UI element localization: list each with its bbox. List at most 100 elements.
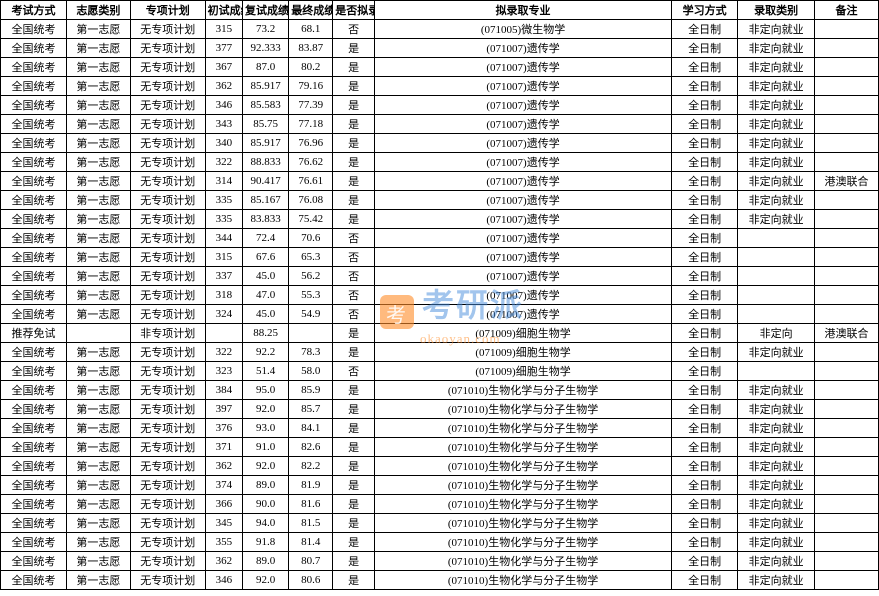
table-cell: 346 — [205, 571, 242, 590]
table-row: 推荐免试非专项计划88.25是(071009)细胞生物学全日制非定向港澳联合 — [1, 324, 879, 343]
table-cell: 全国统考 — [1, 305, 67, 324]
table-cell: 是 — [333, 419, 375, 438]
table-cell: 全日制 — [672, 514, 738, 533]
table-cell: 89.0 — [243, 552, 289, 571]
table-cell: 无专项计划 — [130, 362, 205, 381]
col-study-mode: 学习方式 — [672, 1, 738, 20]
table-cell: 是 — [333, 324, 375, 343]
table-cell: 是 — [333, 115, 375, 134]
table-cell: 无专项计划 — [130, 286, 205, 305]
table-cell: 全日制 — [672, 305, 738, 324]
table-cell: 82.2 — [289, 457, 333, 476]
table-cell: 第一志愿 — [67, 134, 131, 153]
table-cell: 无专项计划 — [130, 305, 205, 324]
table-cell: 全日制 — [672, 134, 738, 153]
table-cell: 是 — [333, 153, 375, 172]
table-cell: 第一志愿 — [67, 552, 131, 571]
table-cell: 80.2 — [289, 58, 333, 77]
table-cell: 全国统考 — [1, 77, 67, 96]
table-cell: 76.61 — [289, 172, 333, 191]
table-cell: 全国统考 — [1, 552, 67, 571]
table-cell: 全国统考 — [1, 343, 67, 362]
table-cell: 85.7 — [289, 400, 333, 419]
table-cell: 非定向就业 — [738, 39, 815, 58]
table-row: 全国统考第一志愿无专项计划32292.278.3是(071009)细胞生物学全日… — [1, 343, 879, 362]
table-cell: 是 — [333, 381, 375, 400]
table-cell: 无专项计划 — [130, 419, 205, 438]
table-cell: 314 — [205, 172, 242, 191]
table-cell: (071009)细胞生物学 — [375, 324, 672, 343]
table-cell: 全国统考 — [1, 96, 67, 115]
table-cell: 全国统考 — [1, 457, 67, 476]
table-cell: 83.87 — [289, 39, 333, 58]
col-retest-score: 复试成绩 — [243, 1, 289, 20]
table-cell: (071005)微生物学 — [375, 20, 672, 39]
table-row: 全国统考第一志愿无专项计划34594.081.5是(071010)生物化学与分子… — [1, 514, 879, 533]
table-cell: 全国统考 — [1, 229, 67, 248]
table-cell: 第一志愿 — [67, 381, 131, 400]
table-row: 全国统考第一志愿无专项计划36289.080.7是(071010)生物化学与分子… — [1, 552, 879, 571]
table-cell: 第一志愿 — [67, 20, 131, 39]
table-cell: 315 — [205, 20, 242, 39]
table-cell — [738, 229, 815, 248]
table-cell — [815, 457, 879, 476]
table-cell: 无专项计划 — [130, 438, 205, 457]
table-cell: 无专项计划 — [130, 381, 205, 400]
table-cell: 第一志愿 — [67, 115, 131, 134]
table-cell: 全日制 — [672, 96, 738, 115]
table-cell: 是 — [333, 571, 375, 590]
table-cell: 是 — [333, 39, 375, 58]
table-cell — [67, 324, 131, 343]
table-cell: (071007)遗传学 — [375, 191, 672, 210]
table-cell: 是 — [333, 210, 375, 229]
table-cell: 第一志愿 — [67, 400, 131, 419]
table-cell: (071007)遗传学 — [375, 248, 672, 267]
table-cell: 95.0 — [243, 381, 289, 400]
table-cell: (071009)细胞生物学 — [375, 362, 672, 381]
table-row: 全国统考第一志愿无专项计划31573.268.1否(071005)微生物学全日制… — [1, 20, 879, 39]
table-cell — [205, 324, 242, 343]
table-cell: 85.9 — [289, 381, 333, 400]
table-cell: 全日制 — [672, 343, 738, 362]
table-cell: 是 — [333, 495, 375, 514]
table-cell: 是 — [333, 552, 375, 571]
table-cell: 否 — [333, 362, 375, 381]
table-cell: 76.96 — [289, 134, 333, 153]
table-body: 全国统考第一志愿无专项计划31573.268.1否(071005)微生物学全日制… — [1, 20, 879, 590]
table-row: 全国统考第一志愿无专项计划36292.082.2是(071010)生物化学与分子… — [1, 457, 879, 476]
table-cell: 全日制 — [672, 115, 738, 134]
table-cell: 376 — [205, 419, 242, 438]
table-cell: 80.6 — [289, 571, 333, 590]
table-cell: 第一志愿 — [67, 476, 131, 495]
table-cell: 79.16 — [289, 77, 333, 96]
table-cell: 397 — [205, 400, 242, 419]
table-cell: 第一志愿 — [67, 305, 131, 324]
table-cell: 81.5 — [289, 514, 333, 533]
table-cell: (071007)遗传学 — [375, 115, 672, 134]
table-cell: 无专项计划 — [130, 495, 205, 514]
table-cell: 是 — [333, 134, 375, 153]
table-cell: 70.6 — [289, 229, 333, 248]
table-cell — [815, 267, 879, 286]
table-cell: 91.8 — [243, 533, 289, 552]
table-cell: 全日制 — [672, 267, 738, 286]
table-cell: 无专项计划 — [130, 191, 205, 210]
table-cell — [815, 39, 879, 58]
table-cell: 是 — [333, 172, 375, 191]
table-cell: 全国统考 — [1, 362, 67, 381]
table-cell: 无专项计划 — [130, 457, 205, 476]
table-cell: 68.1 — [289, 20, 333, 39]
table-cell — [289, 324, 333, 343]
table-cell: 推荐免试 — [1, 324, 67, 343]
table-cell: 全日制 — [672, 210, 738, 229]
table-cell: (071007)遗传学 — [375, 267, 672, 286]
table-cell: 第一志愿 — [67, 362, 131, 381]
table-cell: (071010)生物化学与分子生物学 — [375, 514, 672, 533]
table-cell: 58.0 — [289, 362, 333, 381]
table-cell: (071010)生物化学与分子生物学 — [375, 457, 672, 476]
table-cell — [815, 438, 879, 457]
table-cell — [815, 381, 879, 400]
table-row: 全国统考第一志愿无专项计划32288.83376.62是(071007)遗传学全… — [1, 153, 879, 172]
table-cell: 324 — [205, 305, 242, 324]
table-cell: 第一志愿 — [67, 286, 131, 305]
